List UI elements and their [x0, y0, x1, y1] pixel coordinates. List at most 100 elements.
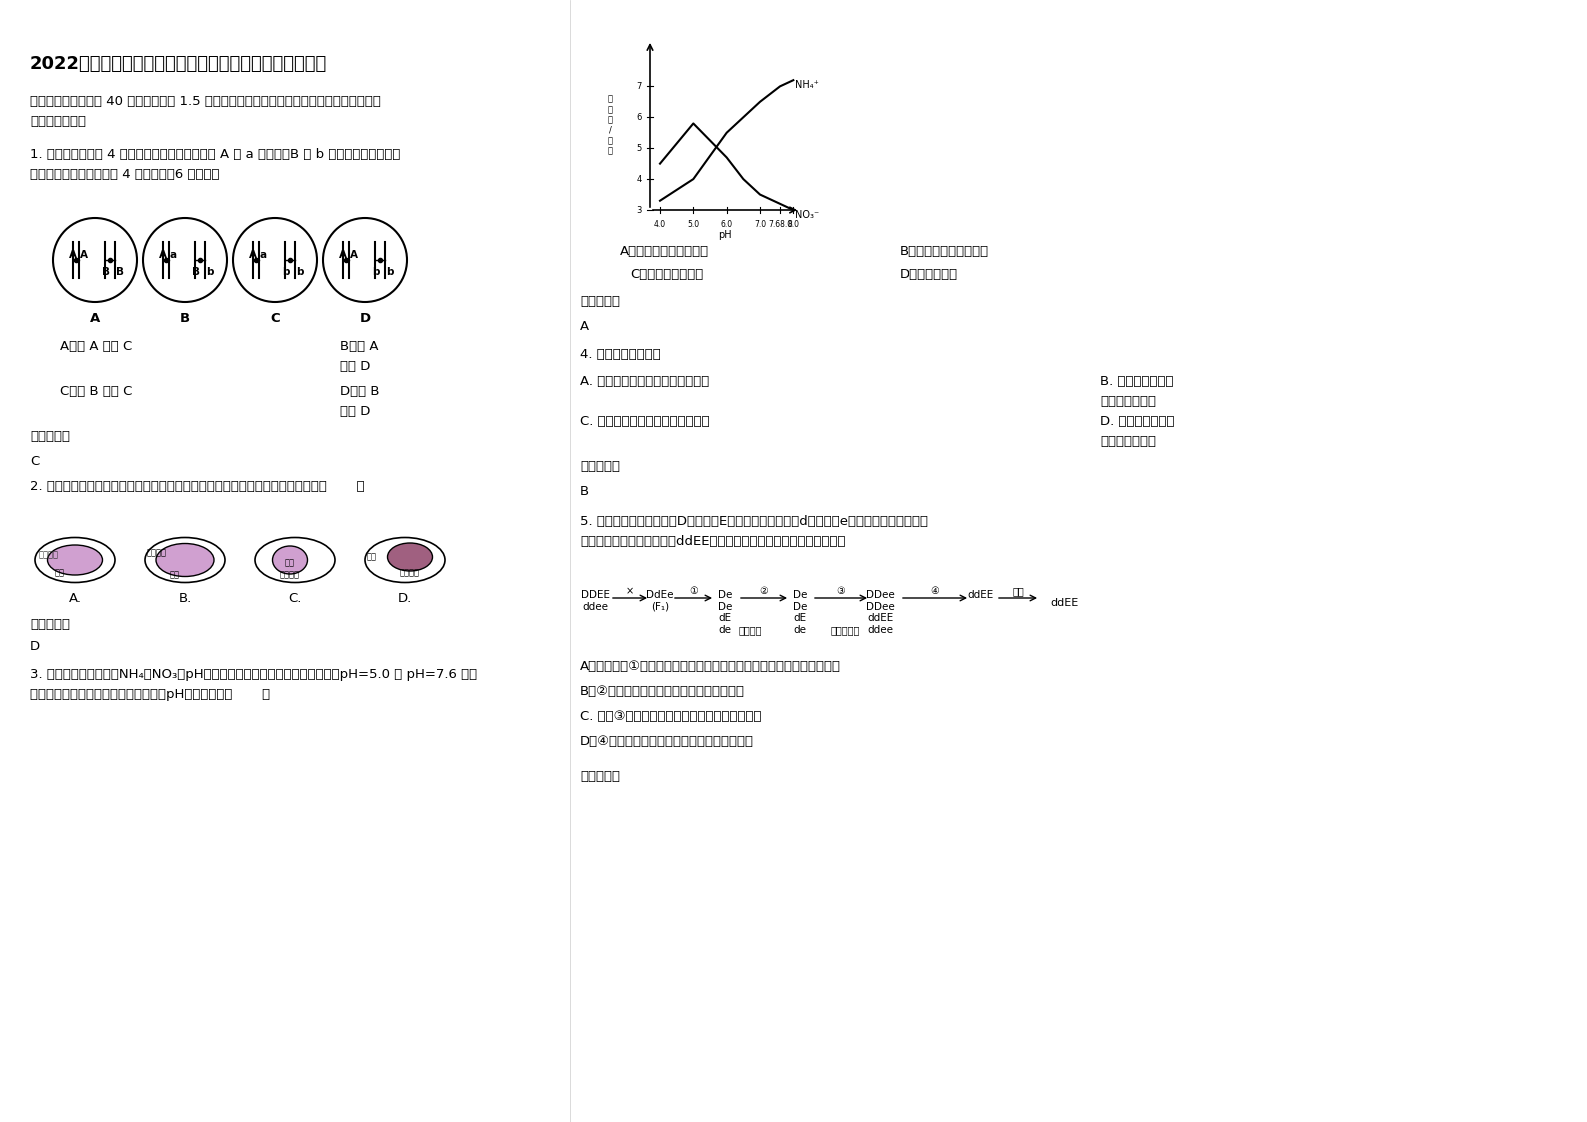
Text: b: b — [386, 267, 394, 277]
Text: 紫色变浅: 紫色变浅 — [279, 570, 300, 579]
Text: A: A — [90, 312, 100, 325]
Text: 参考答案：: 参考答案： — [30, 618, 70, 631]
Text: b: b — [282, 267, 289, 277]
Text: B. 同种物质在不同: B. 同种物质在不同 — [1100, 375, 1173, 388]
Text: D: D — [30, 640, 40, 653]
Text: 一、选择题（本题共 40 小题，每小题 1.5 分。在每小题给出的四个选项中，只有一项是符合: 一、选择题（本题共 40 小题，每小题 1.5 分。在每小题给出的四个选项中，只… — [30, 95, 381, 108]
Text: D. 不同物质在不同: D. 不同物质在不同 — [1100, 415, 1174, 427]
Text: pH: pH — [719, 230, 732, 240]
Text: 养液中培养一段时间，则这两瓶培养液pH值的变化是（       ）: 养液中培养一段时间，则这两瓶培养液pH值的变化是（ ） — [30, 688, 270, 701]
Text: A. 同种物质在同一时期的两种形态: A. 同种物质在同一时期的两种形态 — [579, 375, 709, 388]
Text: 和图 D: 和图 D — [340, 360, 370, 373]
Ellipse shape — [387, 543, 433, 571]
Text: C．图 B 和图 C: C．图 B 和图 C — [60, 385, 132, 398]
Text: A．图中进行①过程的主要目的是让控制不同优良性状的基因组合到一起: A．图中进行①过程的主要目的是让控制不同优良性状的基因组合到一起 — [579, 660, 841, 673]
Text: A、前者升高，后者降低: A、前者升高，后者降低 — [621, 245, 709, 258]
Text: D.: D. — [398, 592, 413, 605]
Text: 7.68.0: 7.68.0 — [768, 220, 792, 229]
Ellipse shape — [156, 543, 214, 577]
Text: A: A — [159, 250, 167, 260]
Text: 6: 6 — [636, 113, 643, 122]
Text: 无色: 无色 — [286, 558, 295, 567]
Text: a: a — [260, 250, 267, 260]
Text: b: b — [371, 267, 379, 277]
Text: 5. 下图为利用纯合高秆（D）抗病（E）小麦和纯合矮秆（d）染病（e）小麦快速培育纯合优: 5. 下图为利用纯合高秆（D）抗病（E）小麦和纯合矮秆（d）染病（e）小麦快速培… — [579, 515, 928, 528]
Text: DDEE
ddee: DDEE ddee — [581, 590, 609, 611]
Text: A: A — [68, 250, 78, 260]
Text: 紫色变核: 紫色变核 — [148, 548, 167, 557]
Text: 和图 D: 和图 D — [340, 405, 370, 419]
Text: b: b — [206, 267, 214, 277]
Text: b: b — [297, 267, 303, 277]
Text: D、两者都不变: D、两者都不变 — [900, 268, 959, 280]
Text: 的生物体杂交，后代出现 4 种表现型，6 种基因型: 的生物体杂交，后代出现 4 种表现型，6 种基因型 — [30, 168, 219, 181]
Text: C、都升高或都降低: C、都升高或都降低 — [630, 268, 703, 280]
Text: B: B — [192, 267, 200, 277]
Text: 5.0: 5.0 — [687, 220, 700, 229]
Text: B．图 A: B．图 A — [340, 340, 379, 353]
Text: （花药）: （花药） — [738, 625, 762, 635]
Text: C.: C. — [289, 592, 302, 605]
Text: ②: ② — [760, 586, 768, 596]
Text: 2. 下列各图，能正确表示显微镜下观察到的紫色洋葱表皮细胞质壁分离现象的是（       ）: 2. 下列各图，能正确表示显微镜下观察到的紫色洋葱表皮细胞质壁分离现象的是（ ） — [30, 480, 365, 493]
Text: A: A — [249, 250, 257, 260]
Text: 7.0: 7.0 — [754, 220, 767, 229]
Text: C: C — [30, 456, 40, 468]
Text: 紫色变深: 紫色变深 — [400, 568, 421, 577]
Text: ddEE: ddEE — [966, 590, 993, 600]
Text: D．图 B: D．图 B — [340, 385, 379, 398]
Text: C. 实施③过程依据的主要生物学原理是细胞增殖: C. 实施③过程依据的主要生物学原理是细胞增殖 — [579, 710, 762, 723]
Text: De
De
dE
de: De De dE de — [794, 590, 808, 635]
Text: NH₄⁺: NH₄⁺ — [795, 80, 819, 90]
Text: B、前者降低，后者升高: B、前者降低，后者升高 — [900, 245, 989, 258]
Text: A: A — [79, 250, 87, 260]
Text: 3: 3 — [636, 205, 643, 214]
Text: 2022年贵州省贵阳市第二十六中学高一生物测试题含解析: 2022年贵州省贵阳市第二十六中学高一生物测试题含解析 — [30, 55, 327, 73]
Text: A: A — [340, 250, 348, 260]
Text: 吸
收
量
/
浓
度: 吸 收 量 / 浓 度 — [608, 94, 613, 156]
Text: ①: ① — [689, 586, 698, 596]
Text: 5: 5 — [636, 144, 643, 153]
Text: De
De
dE
de: De De dE de — [717, 590, 732, 635]
Text: 6.0: 6.0 — [720, 220, 733, 229]
Text: 1. 下图是同种生物 4 个个体的细胞示意图，其中 A 对 a 为显性、B 对 b 为显性。哪两个图示: 1. 下图是同种生物 4 个个体的细胞示意图，其中 A 对 a 为显性、B 对 … — [30, 148, 400, 160]
Text: a: a — [170, 250, 178, 260]
Text: 题目要求的。）: 题目要求的。） — [30, 114, 86, 128]
Ellipse shape — [273, 546, 308, 574]
Text: 无色: 无色 — [367, 552, 378, 561]
Text: ③: ③ — [836, 586, 846, 596]
Text: DDee
DDee
ddEE
ddee: DDee DDee ddEE ddee — [865, 590, 895, 635]
Text: ddEE: ddEE — [1051, 598, 1078, 608]
Text: 参考答案：: 参考答案： — [579, 770, 621, 783]
Text: 时期的两种形态: 时期的两种形态 — [1100, 395, 1155, 408]
Text: B: B — [116, 267, 124, 277]
Text: A.: A. — [68, 592, 81, 605]
Text: 参考答案：: 参考答案： — [579, 295, 621, 309]
Text: 良小麦品种矮秆抗病小麦（ddEE）的示意图，有关此图叙述不正确的是: 良小麦品种矮秆抗病小麦（ddEE）的示意图，有关此图叙述不正确的是 — [579, 535, 846, 548]
Text: C. 不同物质在同一时期的两种形态: C. 不同物质在同一时期的两种形态 — [579, 415, 709, 427]
Text: 选择: 选择 — [1013, 586, 1024, 596]
Text: 无色: 无色 — [56, 568, 65, 577]
Ellipse shape — [48, 545, 103, 574]
Text: 无色: 无色 — [170, 570, 179, 579]
Text: ④: ④ — [930, 586, 940, 596]
Text: NO₃⁻: NO₃⁻ — [795, 210, 819, 220]
Text: 7: 7 — [636, 82, 643, 91]
Text: 时期的两种形态: 时期的两种形态 — [1100, 435, 1155, 448]
Text: D．④过程的实施中通常用一定浓度的秋水仙素: D．④过程的实施中通常用一定浓度的秋水仙素 — [579, 735, 754, 748]
Text: D: D — [359, 312, 370, 325]
Text: 3. 下图表示某植物吸收NH₄和NO₃对pH值的影响曲线。如果将该植物分别置于pH=5.0 和 pH=7.6 的培: 3. 下图表示某植物吸收NH₄和NO₃对pH值的影响曲线。如果将该植物分别置于p… — [30, 668, 478, 681]
Text: 4. 染色质与染色体是: 4. 染色质与染色体是 — [579, 348, 660, 361]
Text: B: B — [179, 312, 190, 325]
Text: A: A — [351, 250, 359, 260]
Text: 4.0: 4.0 — [654, 220, 667, 229]
Text: DdEe
(F₁): DdEe (F₁) — [646, 590, 674, 611]
Text: A．图 A 和图 C: A．图 A 和图 C — [60, 340, 132, 353]
Text: 4: 4 — [636, 175, 643, 184]
Text: B: B — [102, 267, 110, 277]
Text: 8.0: 8.0 — [787, 220, 800, 229]
Text: B．②过程中发生了非同源染色体的自由组合: B．②过程中发生了非同源染色体的自由组合 — [579, 686, 744, 698]
Text: （单倍体）: （单倍体） — [830, 625, 860, 635]
Text: C: C — [270, 312, 279, 325]
Text: B.: B. — [178, 592, 192, 605]
